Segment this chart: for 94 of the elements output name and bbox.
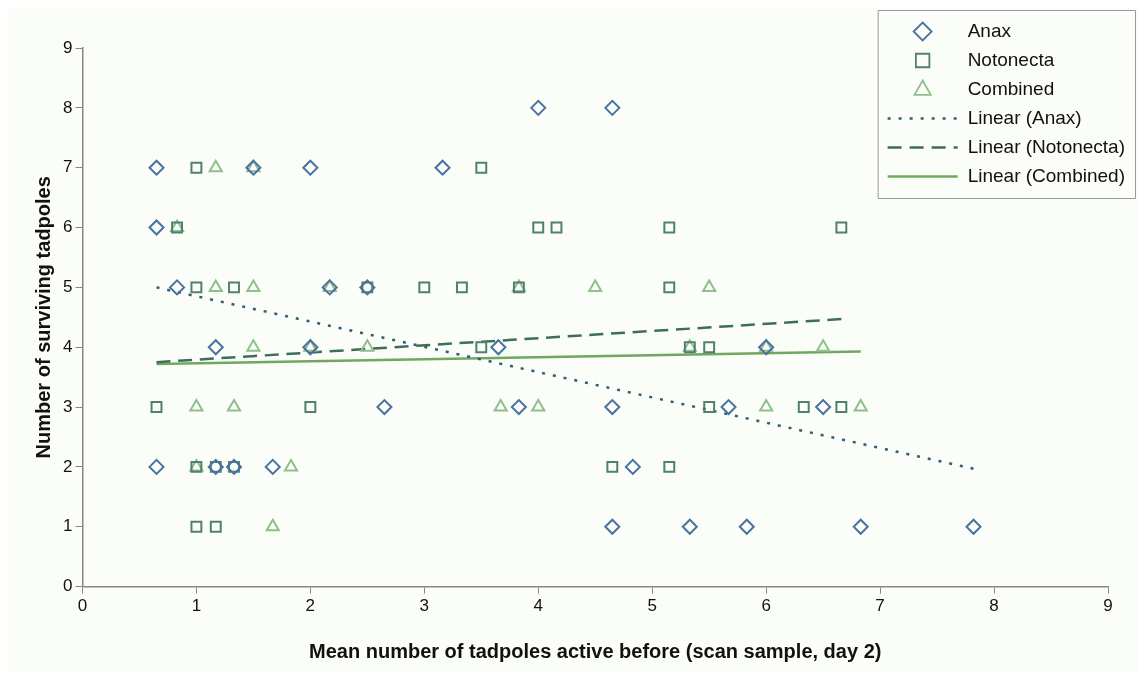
y-axis-title: Number of surviving tadpoles <box>31 176 54 459</box>
x-tick-label: 4 <box>533 596 543 616</box>
y-tick-label: 0 <box>62 576 73 596</box>
point <box>663 221 676 234</box>
point <box>302 339 319 356</box>
legend-label: Linear (Anax) <box>967 106 1082 128</box>
point <box>207 339 224 356</box>
point <box>228 281 240 294</box>
y-tick-label: 3 <box>62 396 73 416</box>
x-tick-label: 1 <box>191 596 202 616</box>
point <box>190 161 203 174</box>
point <box>190 520 203 533</box>
point <box>532 221 545 234</box>
point <box>189 399 204 412</box>
point <box>169 279 186 296</box>
point <box>588 279 603 292</box>
point <box>835 221 848 234</box>
point <box>816 339 831 352</box>
y-tick-label: 4 <box>62 336 73 356</box>
point <box>759 339 774 352</box>
point <box>815 399 832 416</box>
point <box>148 458 165 475</box>
point <box>246 339 261 352</box>
point <box>209 520 222 533</box>
point <box>475 341 488 354</box>
point <box>434 159 451 176</box>
point <box>758 339 775 356</box>
point <box>703 401 716 414</box>
point <box>304 401 317 414</box>
legend-label: Linear (Combined) <box>967 164 1125 186</box>
point <box>663 460 676 473</box>
point <box>510 399 527 416</box>
point <box>531 399 546 412</box>
x-tick-label: 0 <box>77 596 88 616</box>
point <box>720 399 737 416</box>
point <box>283 458 299 472</box>
x-tick-label: 2 <box>305 596 316 616</box>
point <box>376 399 393 416</box>
point <box>190 281 203 294</box>
y-tick-label: 9 <box>62 37 73 57</box>
point <box>604 99 621 116</box>
point <box>797 401 810 414</box>
point <box>852 518 869 535</box>
point <box>360 339 375 352</box>
point <box>148 159 165 176</box>
point <box>759 399 774 412</box>
point <box>148 219 165 236</box>
x-tick-label: 5 <box>647 596 657 616</box>
point <box>490 339 507 356</box>
point <box>208 279 223 292</box>
point <box>663 281 676 294</box>
y-tick-label: 7 <box>62 157 73 177</box>
legend-label: Linear (Notonecta) <box>967 135 1126 157</box>
y-tick-label: 1 <box>62 516 73 536</box>
legend-label: Notonecta <box>967 48 1055 70</box>
y-tick-label: 2 <box>62 456 73 476</box>
point <box>226 399 242 412</box>
point <box>606 460 619 473</box>
point <box>965 518 982 535</box>
point <box>150 401 163 414</box>
point <box>321 279 338 296</box>
point <box>208 159 223 173</box>
point <box>853 399 868 412</box>
point <box>702 279 717 292</box>
point <box>493 399 508 412</box>
point <box>265 518 280 532</box>
legend-label: Combined <box>967 77 1055 99</box>
point <box>302 159 319 176</box>
point <box>475 161 488 174</box>
y-tick-label: 8 <box>62 97 73 117</box>
x-tick-label: 3 <box>419 596 430 616</box>
point <box>738 518 755 535</box>
point <box>418 281 431 294</box>
x-tick-label: 8 <box>989 596 999 616</box>
point <box>604 518 621 535</box>
x-axis-title: Mean number of tadpoles active before (scan sample, day 2) <box>309 639 882 662</box>
point <box>835 401 848 414</box>
y-tick-label: 5 <box>62 277 73 297</box>
x-tick-label: 6 <box>761 596 771 616</box>
point <box>303 339 318 352</box>
point <box>530 99 547 116</box>
point <box>681 518 698 535</box>
point <box>550 221 563 234</box>
y-tick-label: 6 <box>62 217 73 237</box>
point <box>264 458 281 475</box>
x-tick-label: 7 <box>875 596 885 616</box>
point <box>246 279 261 292</box>
point <box>624 458 641 475</box>
point <box>455 281 468 294</box>
point <box>604 399 621 416</box>
point <box>703 341 716 354</box>
x-tick-label: 9 <box>1103 596 1113 616</box>
legend-label: Anax <box>967 19 1012 41</box>
point <box>322 279 337 292</box>
